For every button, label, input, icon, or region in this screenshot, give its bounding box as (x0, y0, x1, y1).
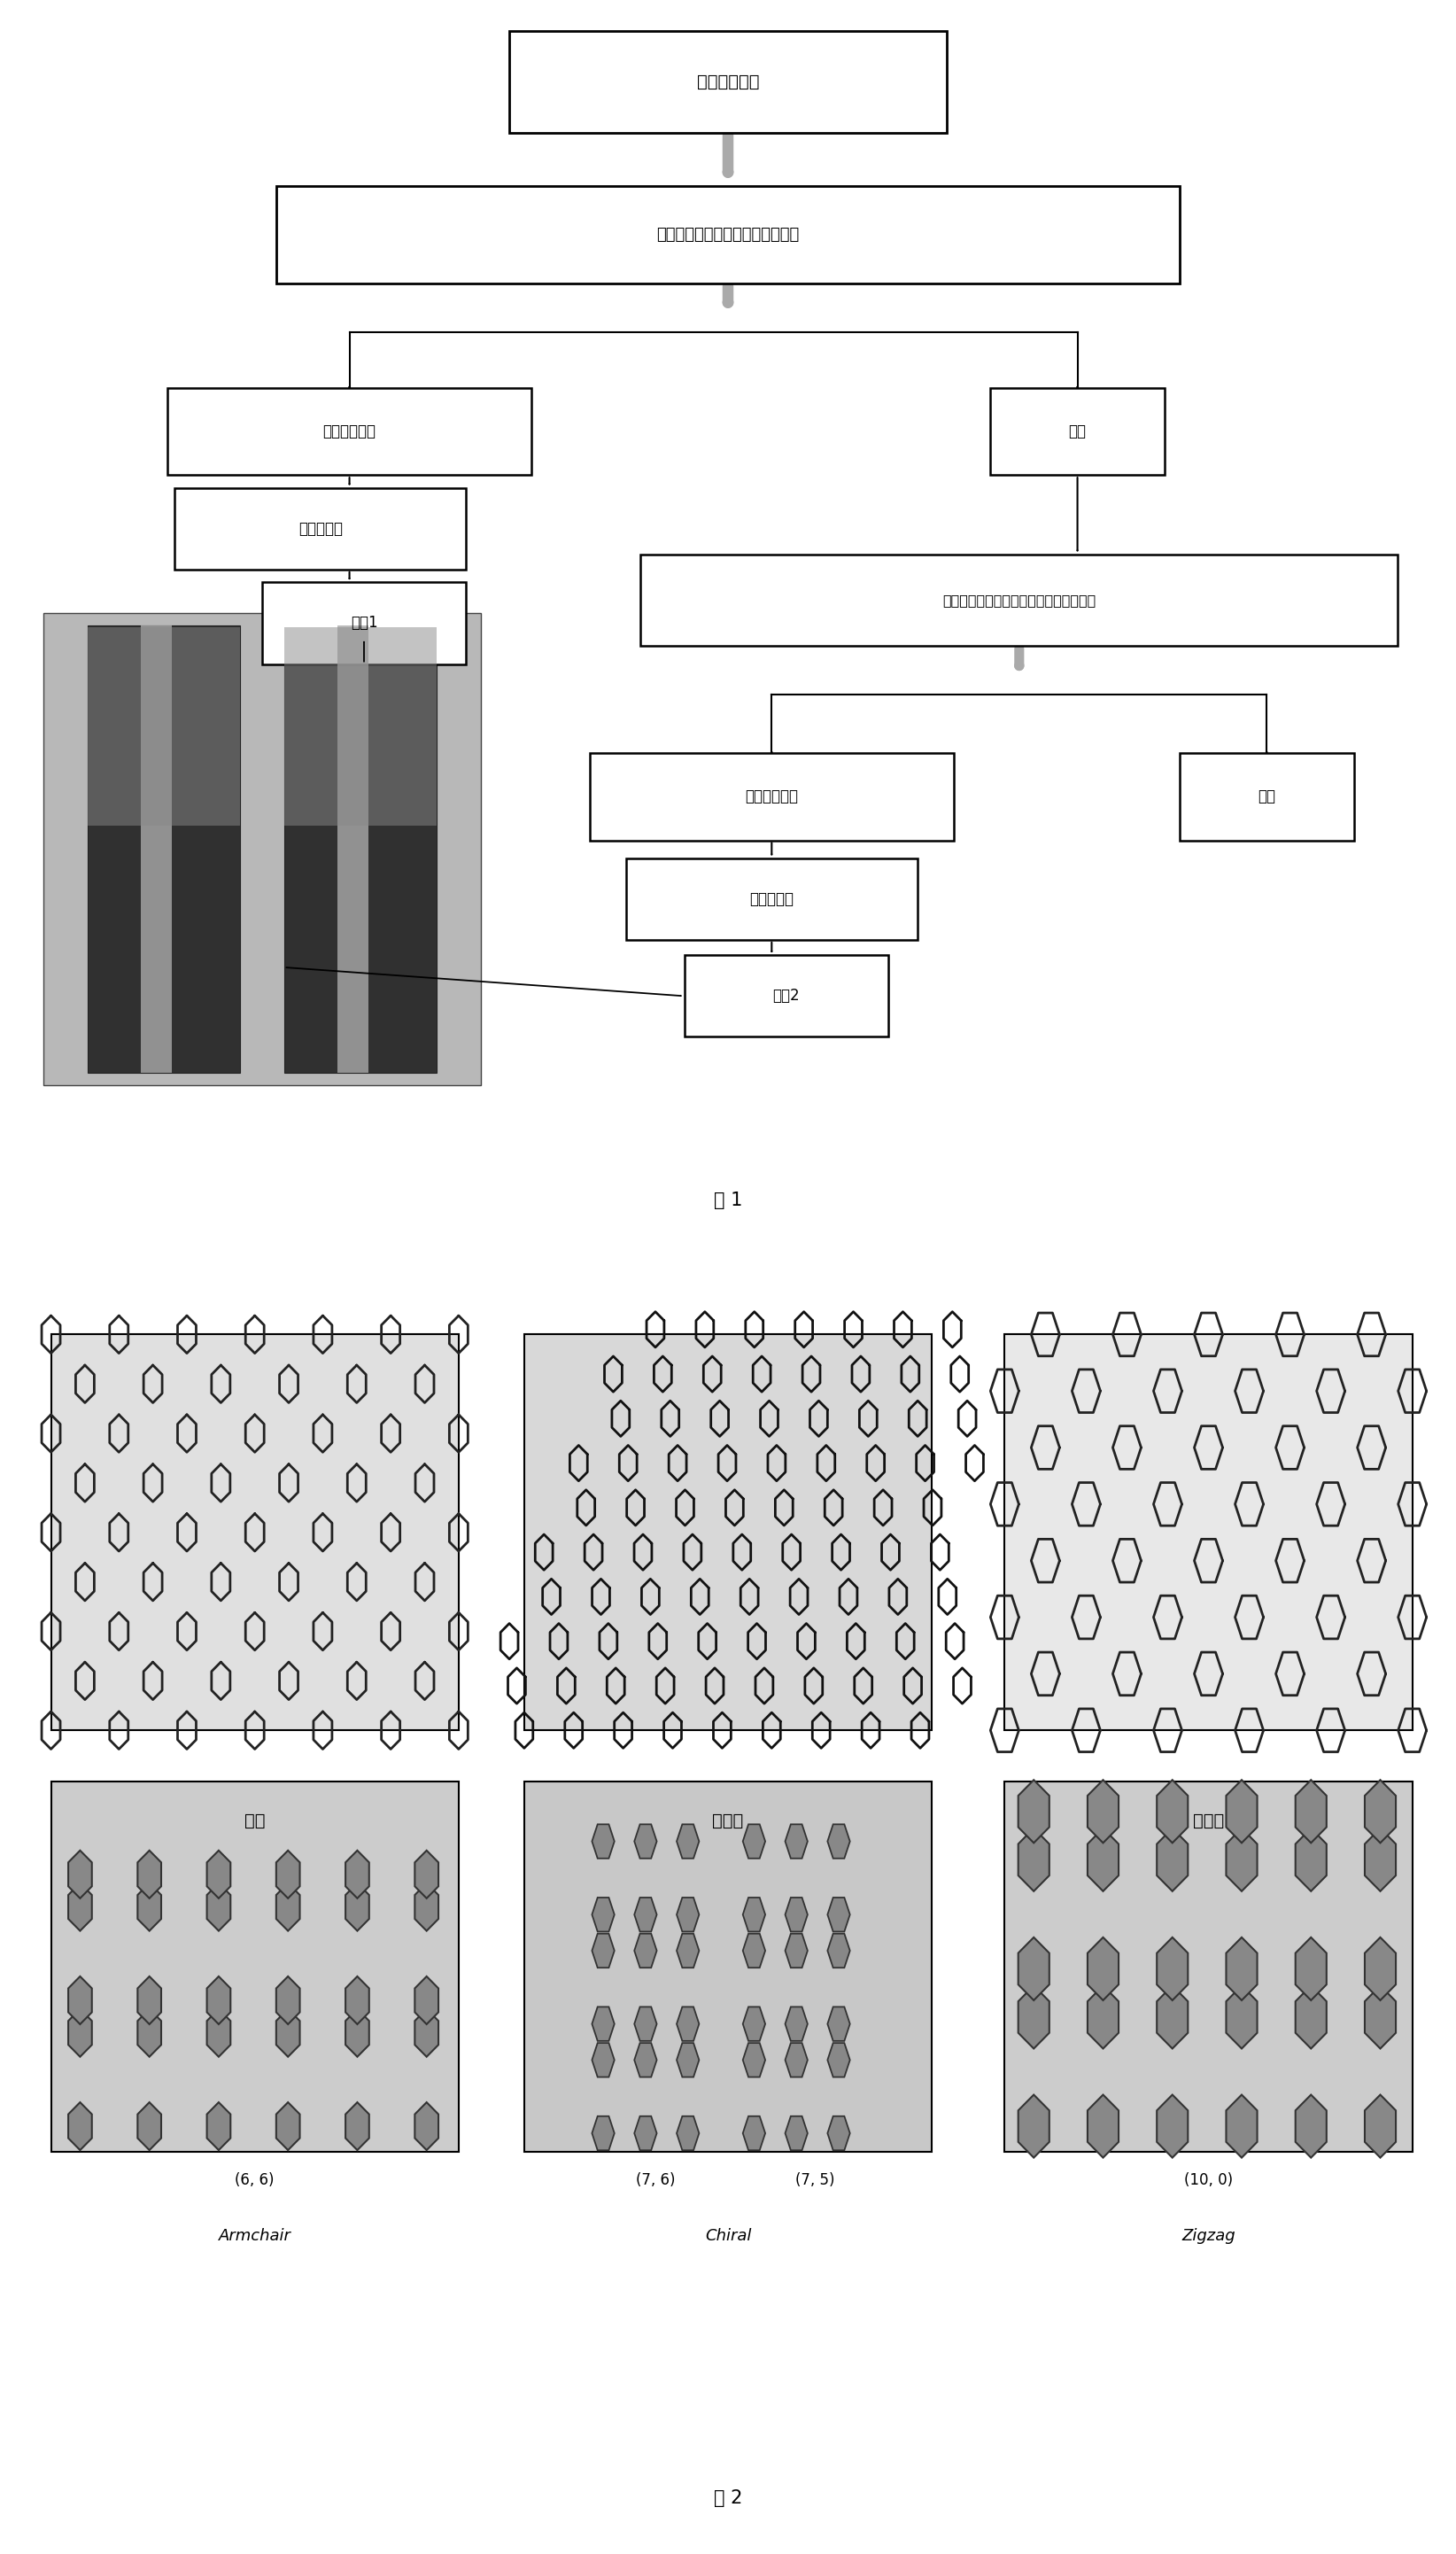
Bar (590, 753, 954, 840)
Bar (641, 554, 1398, 646)
Text: 半导体: 半导体 (712, 1813, 744, 1829)
Text: 将碳管与稠环分子溶液混合，超声: 将碳管与稠环分子溶液混合，超声 (657, 227, 799, 243)
Bar (87, 626, 240, 1073)
Text: 第二批上清液: 第二批上清液 (745, 789, 798, 805)
Bar (1005, 1333, 1412, 1732)
Bar (338, 626, 368, 1073)
Text: 第一批上清液: 第一批上清液 (323, 424, 376, 439)
Bar (141, 626, 172, 1073)
Text: 纯化单壁碳管: 纯化单壁碳管 (697, 74, 759, 89)
Bar (524, 1333, 932, 1732)
Bar (44, 613, 480, 1085)
Bar (284, 626, 437, 1073)
Bar (524, 1783, 932, 2150)
Bar (262, 582, 466, 664)
Bar (1179, 753, 1354, 840)
Text: (7, 6): (7, 6) (635, 2171, 676, 2189)
Bar (277, 186, 1179, 283)
Bar (626, 858, 917, 940)
Text: Chiral: Chiral (705, 2227, 751, 2245)
Text: 半导体: 半导体 (1192, 1813, 1224, 1829)
Bar (175, 488, 466, 570)
Bar (284, 628, 437, 825)
Text: 沉淀: 沉淀 (1258, 789, 1275, 805)
Text: 进一步纯化: 进一步纯化 (750, 891, 794, 907)
Bar (87, 628, 240, 825)
Text: (10, 0): (10, 0) (1184, 2171, 1233, 2189)
Text: Zigzag: Zigzag (1182, 2227, 1235, 2245)
Text: (7, 5): (7, 5) (795, 2171, 836, 2189)
Bar (510, 31, 946, 133)
Text: 图 2: 图 2 (713, 2490, 743, 2505)
Text: 进一步纯化: 进一步纯化 (298, 521, 342, 536)
Text: 金属: 金属 (245, 1813, 265, 1829)
Bar (167, 388, 531, 475)
Text: 沉淀: 沉淀 (1069, 424, 1086, 439)
Bar (990, 388, 1165, 475)
Text: 图 1: 图 1 (713, 1193, 743, 1208)
Bar (51, 1783, 459, 2150)
Text: Armchair: Armchair (218, 2227, 291, 2245)
Text: 样品1: 样品1 (351, 616, 377, 631)
Bar (51, 1333, 459, 1732)
Text: (6, 6): (6, 6) (234, 2171, 275, 2189)
Text: 样品2: 样品2 (773, 988, 799, 1004)
Text: 将沉淀中碳管与稠环分子溶液混合，超声: 将沉淀中碳管与稠环分子溶液混合，超声 (942, 593, 1096, 608)
Bar (684, 955, 888, 1037)
Bar (1005, 1783, 1412, 2150)
